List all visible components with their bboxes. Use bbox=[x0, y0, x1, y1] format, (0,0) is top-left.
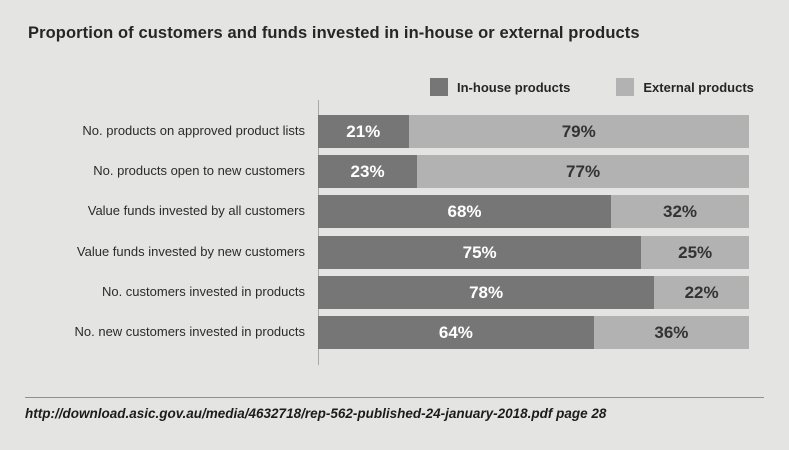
legend: In-house products External products bbox=[430, 78, 754, 96]
legend-swatch-inhouse-icon bbox=[430, 78, 448, 96]
source-url: http://download.asic.gov.au/media/463271… bbox=[25, 406, 607, 421]
bar-area: 68% 32% bbox=[318, 195, 749, 229]
category-label: No. products on approved product lists bbox=[82, 122, 305, 138]
bar-value: 21% bbox=[346, 121, 381, 141]
bar-area: 23% 77% bbox=[318, 154, 749, 188]
bar-value: 78% bbox=[469, 282, 504, 302]
category-label: No. new customers invested in products bbox=[74, 324, 306, 340]
bar-value: 64% bbox=[438, 323, 473, 343]
bar-segment-inhouse: 64% bbox=[318, 316, 594, 350]
bar-value: 75% bbox=[462, 242, 497, 262]
bar-segment-external: 36% bbox=[593, 316, 749, 350]
category-label: No. products open to new customers bbox=[93, 162, 305, 178]
bar-value: 25% bbox=[678, 242, 713, 262]
legend-item-external: External products bbox=[616, 78, 754, 96]
legend-label-inhouse: In-house products bbox=[457, 79, 571, 95]
bar-segment-inhouse: 21% bbox=[318, 114, 409, 148]
category-label: Value funds invested by new customers bbox=[76, 243, 305, 259]
chart-title: Proportion of customers and funds invest… bbox=[28, 24, 640, 42]
bar-area: 21% 79% bbox=[318, 114, 749, 148]
bar-value: 77% bbox=[566, 161, 601, 181]
bar-segment-inhouse: 78% bbox=[318, 275, 655, 309]
bar-value: 32% bbox=[663, 202, 698, 222]
bar-value: 68% bbox=[447, 202, 482, 222]
bar-value: 22% bbox=[684, 282, 719, 302]
chart-row: Value funds invested by new customers 75%… bbox=[0, 232, 749, 272]
bar-segment-inhouse: 23% bbox=[318, 154, 418, 188]
bar-area: 78% 22% bbox=[318, 275, 749, 309]
category-label: No. customers invested in products bbox=[101, 283, 305, 299]
bar-segment-external: 79% bbox=[408, 114, 749, 148]
bar-segment-inhouse: 75% bbox=[318, 235, 642, 269]
bar-value: 36% bbox=[654, 323, 689, 343]
bar-segment-external: 77% bbox=[417, 154, 749, 188]
chart-row: Value funds invested by all customers 68%… bbox=[0, 192, 749, 232]
category-label: Value funds invested by all customers bbox=[87, 203, 305, 219]
legend-item-inhouse: In-house products bbox=[430, 78, 570, 96]
axis-line bbox=[318, 100, 319, 365]
legend-swatch-external-icon bbox=[616, 78, 635, 96]
bar-chart: No. products on approved product lists 21… bbox=[0, 111, 749, 353]
chart-row: No. new customers invested in products 64… bbox=[0, 312, 749, 352]
chart-row: No. products on approved product lists 21… bbox=[0, 111, 749, 151]
bar-value: 23% bbox=[350, 161, 385, 181]
chart-row: No. products open to new customers 23% 77% bbox=[0, 151, 749, 191]
bar-segment-inhouse: 68% bbox=[318, 195, 612, 229]
bar-area: 75% 25% bbox=[318, 235, 749, 269]
chart-row: No. customers invested in products 78% 22% bbox=[0, 272, 749, 312]
divider bbox=[25, 397, 764, 398]
bar-segment-external: 25% bbox=[641, 235, 749, 269]
legend-label-external: External products bbox=[643, 79, 754, 95]
bar-segment-external: 32% bbox=[611, 195, 749, 229]
bar-value: 79% bbox=[561, 121, 596, 141]
bar-segment-external: 22% bbox=[654, 275, 749, 309]
bar-area: 64% 36% bbox=[318, 316, 749, 350]
